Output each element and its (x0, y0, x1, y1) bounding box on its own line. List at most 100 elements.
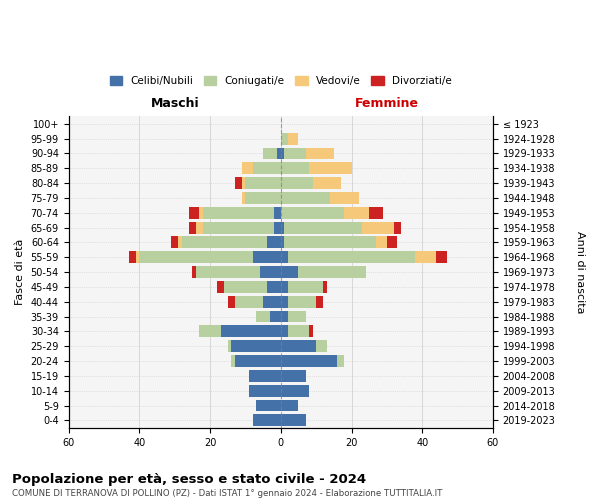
Bar (376, 236, 387, 248)
Text: Femmine: Femmine (355, 97, 419, 110)
Bar (249, 370, 281, 382)
Bar (281, 400, 298, 411)
Bar (323, 281, 327, 293)
Bar (263, 296, 281, 308)
Bar (415, 252, 436, 263)
Bar (344, 207, 369, 218)
Bar (281, 148, 284, 160)
Bar (253, 252, 281, 263)
Bar (199, 326, 221, 338)
Bar (281, 281, 288, 293)
Bar (253, 414, 281, 426)
Bar (288, 326, 309, 338)
Bar (263, 148, 277, 160)
Bar (274, 222, 281, 234)
Bar (242, 162, 253, 174)
Bar (281, 310, 288, 322)
Bar (281, 132, 288, 144)
Y-axis label: Anni di nascita: Anni di nascita (575, 231, 585, 314)
Bar (305, 148, 334, 160)
Bar (281, 340, 316, 352)
Bar (266, 236, 281, 248)
Bar (228, 296, 235, 308)
Bar (199, 207, 203, 218)
Bar (394, 222, 401, 234)
Bar (245, 177, 281, 189)
Bar (217, 281, 224, 293)
Bar (281, 355, 337, 367)
Bar (235, 355, 281, 367)
Bar (203, 207, 274, 218)
Bar (288, 281, 323, 293)
Bar (235, 177, 242, 189)
Bar (235, 296, 263, 308)
Bar (256, 400, 281, 411)
Bar (182, 236, 266, 248)
Bar (281, 296, 288, 308)
Bar (139, 252, 253, 263)
Bar (281, 207, 344, 218)
Bar (193, 266, 196, 278)
Bar (316, 296, 323, 308)
Bar (284, 222, 362, 234)
Bar (281, 222, 284, 234)
Bar (196, 266, 260, 278)
Bar (288, 296, 316, 308)
Bar (274, 207, 281, 218)
Bar (369, 207, 383, 218)
Y-axis label: Fasce di età: Fasce di età (15, 239, 25, 306)
Bar (281, 370, 305, 382)
Bar (196, 222, 203, 234)
Bar (136, 252, 139, 263)
Bar (281, 177, 313, 189)
Text: COMUNE DI TERRANOVA DI POLLINO (PZ) - Dati ISTAT 1° gennaio 2024 - Elaborazione : COMUNE DI TERRANOVA DI POLLINO (PZ) - Da… (12, 489, 442, 498)
Bar (316, 340, 327, 352)
Text: Maschi: Maschi (151, 97, 199, 110)
Bar (281, 326, 288, 338)
Bar (298, 266, 365, 278)
Bar (281, 162, 309, 174)
Bar (253, 162, 281, 174)
Bar (178, 236, 182, 248)
Bar (242, 192, 245, 204)
Bar (203, 222, 274, 234)
Bar (313, 177, 341, 189)
Bar (242, 177, 245, 189)
Bar (281, 236, 284, 248)
Bar (260, 266, 281, 278)
Bar (249, 385, 281, 396)
Bar (281, 385, 309, 396)
Bar (337, 355, 344, 367)
Bar (189, 222, 196, 234)
Bar (284, 236, 376, 248)
Bar (232, 355, 235, 367)
Bar (171, 236, 178, 248)
Bar (331, 192, 359, 204)
Bar (224, 281, 266, 293)
Bar (309, 326, 313, 338)
Legend: Celibi/Nubili, Coniugati/e, Vedovi/e, Divorziati/e: Celibi/Nubili, Coniugati/e, Vedovi/e, Di… (106, 72, 456, 90)
Bar (189, 207, 199, 218)
Bar (288, 252, 415, 263)
Bar (284, 148, 305, 160)
Bar (221, 326, 281, 338)
Bar (387, 236, 397, 248)
Bar (288, 132, 298, 144)
Bar (270, 310, 281, 322)
Bar (436, 252, 447, 263)
Bar (281, 266, 298, 278)
Bar (245, 192, 281, 204)
Bar (266, 281, 281, 293)
Bar (281, 414, 305, 426)
Bar (228, 340, 232, 352)
Bar (232, 340, 281, 352)
Bar (288, 310, 305, 322)
Bar (129, 252, 136, 263)
Bar (309, 162, 352, 174)
Text: Popolazione per età, sesso e stato civile - 2024: Popolazione per età, sesso e stato civil… (12, 472, 366, 486)
Bar (277, 148, 281, 160)
Bar (281, 192, 331, 204)
Bar (256, 310, 270, 322)
Bar (362, 222, 394, 234)
Bar (281, 252, 288, 263)
